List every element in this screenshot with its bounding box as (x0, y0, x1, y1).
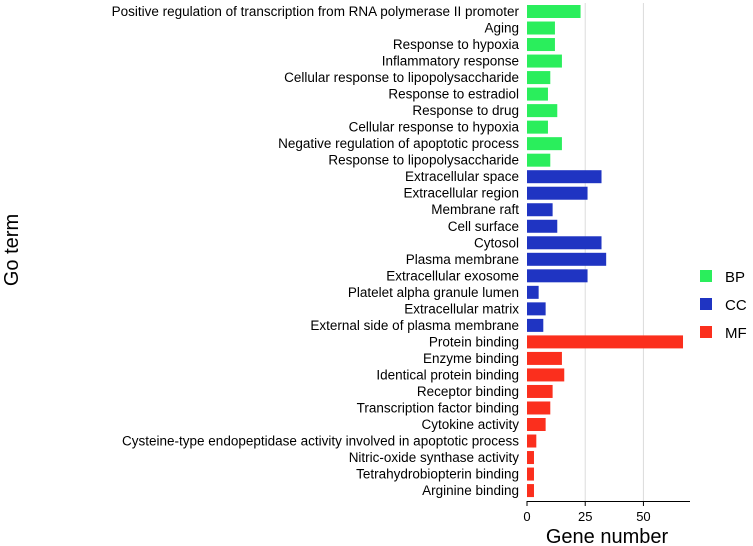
category-label: Receptor binding (417, 384, 519, 399)
bar-mf (527, 484, 534, 498)
category-label: Enzyme binding (423, 351, 519, 366)
bar-bp (527, 5, 581, 18)
category-label: Protein binding (429, 334, 519, 349)
legend-swatch-bp (700, 270, 712, 282)
category-label: Cysteine-type endopeptidase activity inv… (122, 434, 519, 449)
bar-mf (527, 451, 534, 465)
category-label: Response to drug (412, 103, 519, 118)
category-label: Cytokine activity (421, 417, 519, 432)
bar-bp (527, 137, 562, 151)
bar-mf (527, 401, 551, 415)
category-label: Extracellular exosome (386, 268, 519, 283)
bar-cc (527, 302, 546, 316)
category-label: Arginine binding (422, 483, 519, 498)
x-tick-label: 25 (578, 509, 592, 524)
legend-label-bp: BP (725, 269, 745, 286)
bar-bp (527, 21, 555, 35)
bar-bp (527, 71, 551, 85)
bar-cc (527, 203, 553, 217)
category-label: Positive regulation of transcription fro… (112, 4, 520, 19)
x-axis-title: Gene number (546, 526, 669, 546)
category-label: Platelet alpha granule lumen (348, 285, 519, 300)
bar-cc (527, 186, 588, 200)
legend: BP CC MF (700, 269, 747, 342)
bar-cc (527, 285, 539, 299)
category-label: Cellular response to hypoxia (349, 120, 520, 135)
x-tick-label: 0 (523, 509, 530, 524)
bar-cc (527, 269, 588, 283)
category-label: Nitric-oxide synthase activity (349, 450, 520, 465)
category-label: Cell surface (448, 219, 519, 234)
legend-swatch-mf (700, 326, 712, 338)
bar-bp (527, 104, 558, 118)
bar-bp (527, 153, 551, 167)
bar-mf (527, 368, 565, 382)
bar-cc (527, 219, 558, 233)
gridlines (584, 3, 644, 501)
bar-bp (527, 54, 562, 68)
bar-bp (527, 120, 548, 134)
legend-label-mf: MF (725, 325, 747, 342)
x-axis: 0 25 50 (523, 501, 690, 524)
category-label: Response to hypoxia (393, 37, 520, 52)
bar-cc (527, 236, 602, 250)
category-label: Extracellular region (403, 186, 519, 201)
category-label: Cytosol (474, 235, 519, 250)
legend-label-cc: CC (725, 297, 747, 314)
category-label: Extracellular space (405, 169, 519, 184)
category-label: Transcription factor binding (357, 400, 519, 415)
category-label: Extracellular matrix (404, 301, 519, 316)
bar-mf (527, 418, 546, 431)
bar-mf (527, 467, 534, 481)
bar-mf (527, 384, 553, 398)
bar-bp (527, 38, 555, 52)
category-label: Membrane raft (431, 202, 519, 217)
category-label: Response to estradiol (388, 87, 519, 102)
bar-mf (527, 335, 684, 349)
category-label: Aging (484, 21, 519, 36)
category-label: Negative regulation of apoptotic process (278, 136, 519, 151)
category-labels: Positive regulation of transcription fro… (112, 4, 520, 498)
y-axis-title: Go term (1, 214, 23, 286)
category-label: Identical protein binding (376, 367, 519, 382)
category-label: Cellular response to lipopolysaccharide (284, 70, 519, 85)
category-label: Plasma membrane (406, 252, 519, 267)
bar-cc (527, 318, 544, 332)
category-label: Response to lipopolysaccharide (328, 153, 519, 168)
bar-cc (527, 252, 607, 266)
category-label: Inflammatory response (382, 54, 519, 69)
bar-mf (527, 351, 562, 365)
category-label: External side of plasma membrane (310, 318, 519, 333)
bars (527, 5, 684, 498)
bar-mf (527, 434, 537, 448)
x-tick-label: 50 (636, 509, 650, 524)
bar-cc (527, 170, 602, 184)
bar-bp (527, 87, 548, 101)
legend-swatch-cc (700, 298, 712, 310)
category-label: Tetrahydrobiopterin binding (356, 467, 519, 482)
